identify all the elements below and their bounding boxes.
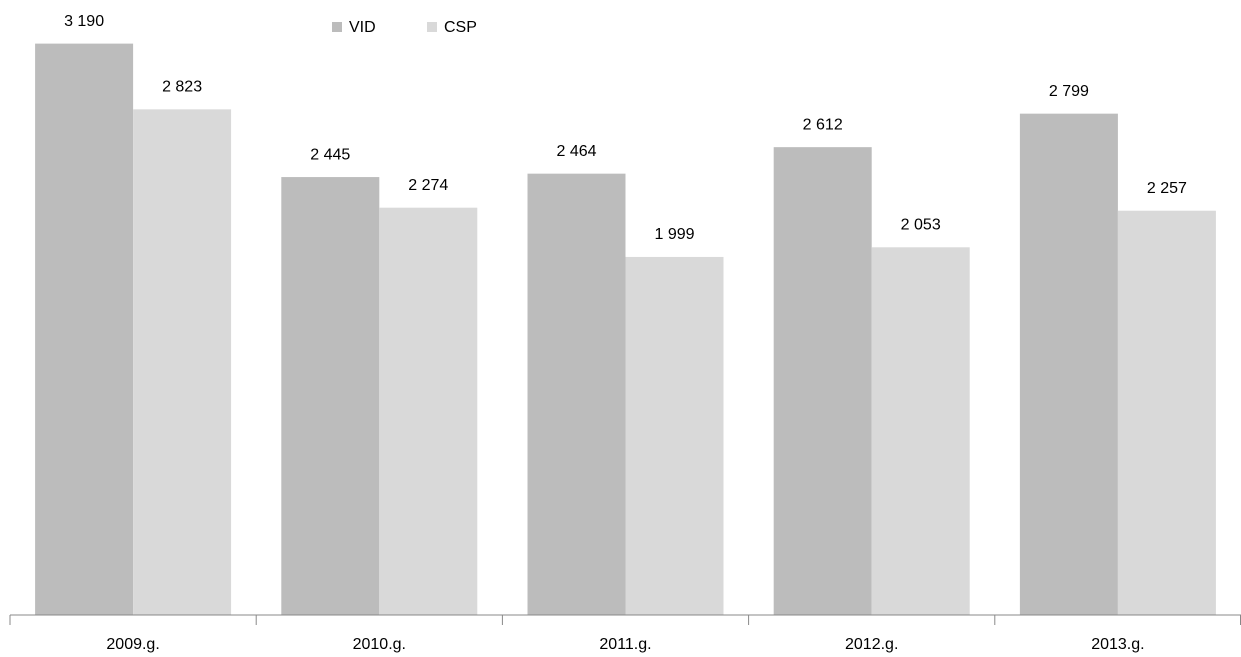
bar <box>871 247 970 615</box>
x-tick-label: 2013.g. <box>1091 636 1144 653</box>
bar <box>625 256 724 615</box>
value-label: 2 464 <box>556 143 596 160</box>
legend-label: CSP <box>444 19 477 36</box>
bar <box>281 177 380 615</box>
x-tick-label: 2010.g. <box>353 636 406 653</box>
legend-swatch <box>427 22 437 32</box>
value-label: 2 445 <box>310 146 350 163</box>
value-label: 1 999 <box>654 226 694 243</box>
x-tick-label: 2012.g. <box>845 636 898 653</box>
bar <box>527 173 626 615</box>
legend-swatch <box>332 22 342 32</box>
x-tick-label: 2011.g. <box>599 636 651 653</box>
legend-label: VID <box>349 19 376 36</box>
bar <box>133 109 232 615</box>
bar <box>379 207 478 616</box>
value-label: 2 257 <box>1147 180 1187 197</box>
value-label: 2 823 <box>162 79 202 96</box>
bar <box>35 43 134 616</box>
value-label: 2 799 <box>1049 83 1089 100</box>
value-label: 3 190 <box>64 13 104 30</box>
bar <box>773 147 872 615</box>
x-tick-label: 2009.g. <box>106 636 159 653</box>
value-label: 2 274 <box>408 177 448 194</box>
bar <box>1019 113 1118 615</box>
value-label: 2 612 <box>803 116 843 133</box>
bar <box>1117 210 1216 615</box>
value-label: 2 053 <box>901 216 941 233</box>
